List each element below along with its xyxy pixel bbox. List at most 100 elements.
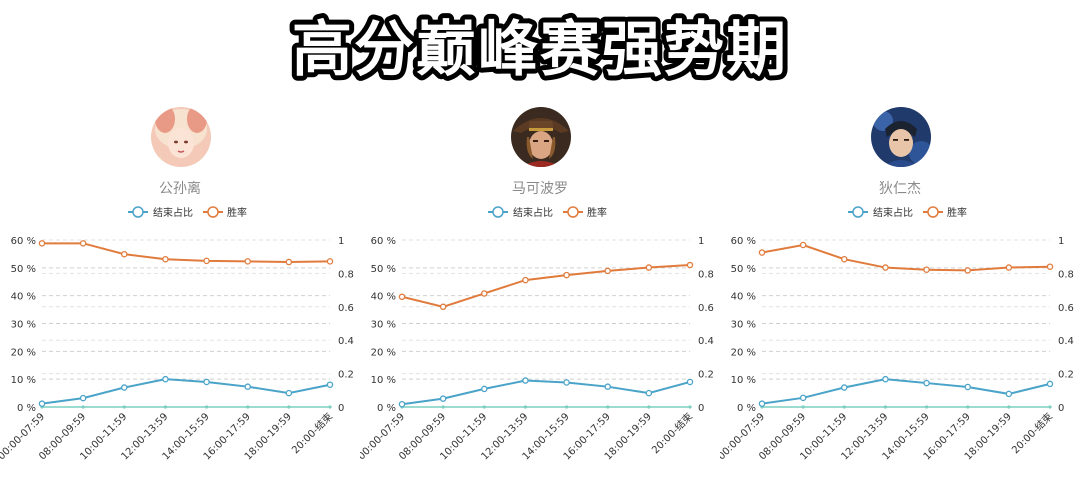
data-point[interactable] [398, 400, 406, 408]
x-tick-label: 20:00-结束 [289, 410, 335, 456]
data-point[interactable] [604, 383, 611, 390]
chart-legend: 结束占比 胜率 [488, 206, 607, 219]
legend-item-share[interactable]: 结束占比 [488, 206, 553, 219]
data-point[interactable] [758, 249, 766, 256]
series-share [758, 375, 1054, 407]
data-point[interactable] [1005, 390, 1013, 398]
legend-label-share: 结束占比 [153, 206, 193, 219]
data-point[interactable] [203, 378, 210, 386]
data-point[interactable] [964, 267, 971, 274]
y-tick-left: 40 % [731, 292, 756, 303]
data-point[interactable] [203, 257, 210, 265]
data-point[interactable] [604, 267, 611, 275]
data-point[interactable] [758, 400, 766, 407]
legend-item-share[interactable]: 结束占比 [128, 206, 193, 219]
data-point[interactable] [563, 379, 570, 386]
data-point[interactable] [522, 276, 529, 284]
y-tick-left: 20 % [731, 347, 756, 358]
data-point[interactable] [398, 293, 406, 301]
y-tick-right: 0.6 [1058, 303, 1074, 314]
data-point[interactable] [481, 385, 488, 393]
y-tick-right: 0 [698, 403, 704, 414]
chart-legend: 结束占比 胜率 [128, 206, 247, 219]
data-point[interactable] [923, 379, 930, 387]
grid [42, 239, 330, 408]
y-tick-right: 0.2 [698, 370, 714, 381]
y-tick-left: 60 % [731, 236, 756, 247]
legend-label-share: 结束占比 [513, 206, 553, 219]
legend-item-winrate[interactable]: 胜率 [923, 206, 967, 219]
legend-item-winrate[interactable]: 胜率 [203, 206, 247, 219]
data-point[interactable] [882, 264, 889, 271]
data-point[interactable] [563, 271, 570, 279]
data-point[interactable] [923, 266, 930, 273]
hero-panel-3: 狄仁杰 结束占比 胜率 0 % 10 % 20 % 30 % 40 % 50 % 60 % 0… [720, 100, 1080, 477]
x-tick-mark [441, 405, 445, 409]
data-point[interactable] [964, 383, 971, 391]
data-point[interactable] [244, 258, 251, 265]
x-tick-mark [246, 405, 250, 409]
x-tick-mark [883, 405, 888, 409]
data-point[interactable] [285, 258, 293, 266]
x-tick-mark [606, 405, 610, 409]
x-tick-mark [924, 405, 929, 409]
data-point[interactable] [1046, 263, 1054, 270]
data-point[interactable] [162, 375, 169, 383]
hero-avatar-marcopolo-icon [511, 107, 571, 167]
data-point[interactable] [439, 303, 447, 311]
x-tick-mark [328, 405, 332, 409]
data-point[interactable] [285, 389, 293, 397]
x-tick-mark [842, 405, 846, 409]
data-point[interactable] [522, 377, 529, 384]
data-point[interactable] [38, 400, 46, 407]
hero-name: 狄仁杰 [879, 181, 921, 197]
y-tick-left: 40 % [11, 292, 36, 303]
data-point[interactable] [882, 375, 889, 383]
y-tick-right: 0.6 [698, 303, 714, 314]
data-point[interactable] [121, 384, 128, 391]
y-tick-right: 0.4 [698, 336, 714, 347]
hero-name: 马可波罗 [512, 181, 568, 197]
data-point[interactable] [645, 264, 653, 271]
data-point[interactable] [841, 384, 848, 391]
data-point[interactable] [162, 255, 169, 263]
x-tick-mark [966, 405, 970, 409]
hero-avatar-gongsunli-icon [151, 107, 211, 167]
y-tick-right: 0.4 [338, 336, 354, 347]
legend-item-share[interactable]: 结束占比 [848, 206, 913, 219]
series-line [401, 264, 691, 308]
data-point[interactable] [326, 381, 334, 388]
data-point[interactable] [841, 255, 848, 263]
hero-avatar-direnjie-icon [871, 107, 931, 167]
y-tick-left: 50 % [371, 264, 396, 275]
banner-title-svg: 高分巅峰赛强势期 [287, 10, 791, 90]
series-line [401, 379, 691, 406]
data-point[interactable] [1046, 380, 1054, 388]
data-point[interactable] [38, 240, 46, 247]
data-point[interactable] [1005, 264, 1013, 271]
data-point[interactable] [439, 395, 447, 402]
data-point[interactable] [326, 258, 334, 265]
data-point[interactable] [79, 240, 87, 247]
data-point[interactable] [799, 394, 807, 402]
data-point[interactable] [686, 261, 694, 269]
y-tick-right: 0 [1058, 403, 1064, 414]
y-tick-left: 20 % [11, 347, 36, 358]
legend-item-winrate[interactable]: 胜率 [563, 206, 607, 219]
data-point[interactable] [645, 389, 653, 397]
y-tick-left: 0 % [377, 403, 396, 414]
data-point[interactable] [799, 241, 807, 249]
hero-panel-1: 公孙离 结束占比 胜率 0 % 10 % 20 % 30 % 40 % 50 % 60 % 0… [0, 100, 360, 477]
data-point[interactable] [79, 394, 87, 402]
data-point[interactable] [481, 290, 488, 297]
series-share [38, 375, 334, 407]
y-tick-left: 30 % [731, 320, 756, 331]
legend-label-winrate: 胜率 [227, 206, 247, 219]
x-tick-label: 20:00-结束 [1009, 410, 1055, 456]
data-point[interactable] [686, 378, 694, 386]
data-point[interactable] [121, 250, 128, 258]
series-line [761, 378, 1051, 405]
y-tick-left: 50 % [731, 264, 756, 275]
data-point[interactable] [244, 383, 251, 390]
y-tick-right: 1 [338, 236, 344, 247]
